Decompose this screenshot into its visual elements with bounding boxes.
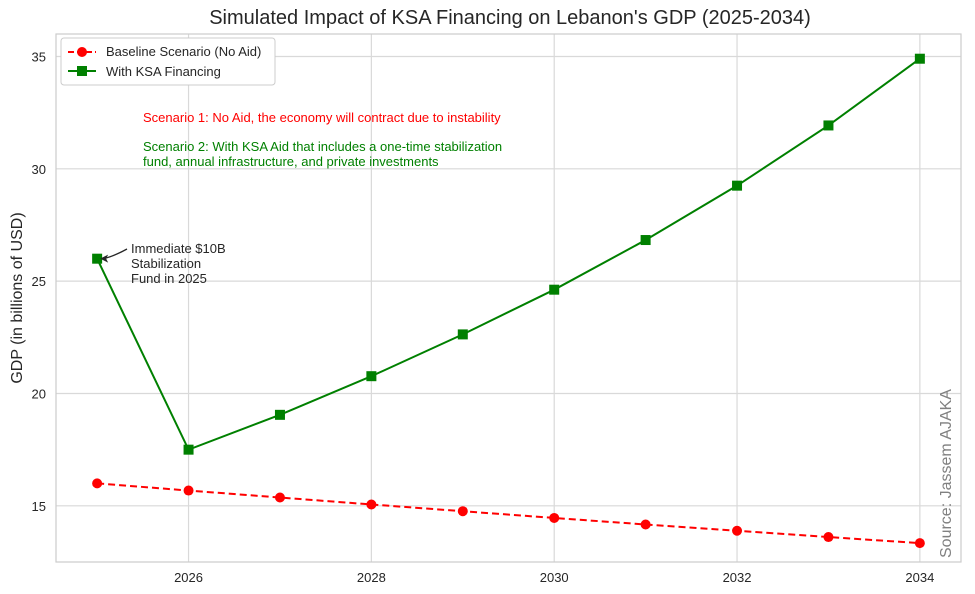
x-tick-label: 2028 (357, 570, 386, 585)
baseline-data-point (274, 492, 285, 503)
legend-marker-baseline (77, 47, 87, 57)
ksa-data-point (549, 284, 560, 295)
stabilization-annotation: Immediate $10B Stabilization Fund in 202… (131, 241, 229, 286)
axis-ticks: 2026 2028 2030 2032 2034 15 20 25 30 35 (32, 49, 935, 585)
stabilization-line-1: Immediate $10B (131, 241, 226, 256)
baseline-data-point (914, 538, 925, 549)
baseline-data-point (640, 519, 651, 530)
chart-title: Simulated Impact of KSA Financing on Leb… (209, 7, 811, 29)
y-tick-label: 15 (32, 499, 46, 514)
legend-box (60, 37, 276, 86)
baseline-data-point (366, 499, 377, 510)
ksa-data-point (823, 120, 834, 131)
scenario2-line-2: fund, annual infrastructure, and private… (143, 154, 439, 169)
y-axis-label: GDP (in billions of USD) (9, 212, 26, 383)
x-tick-label: 2030 (540, 570, 569, 585)
legend: Baseline Scenario (No Aid) With KSA Fina… (60, 37, 276, 86)
ksa-data-point (366, 371, 377, 382)
legend-label-ksa: With KSA Financing (106, 64, 221, 79)
x-tick-label: 2034 (905, 570, 934, 585)
arrow-head (100, 254, 109, 263)
baseline-series-line (97, 482, 920, 545)
legend-marker-ksa (77, 66, 87, 76)
scenario2-line-1: Scenario 2: With KSA Aid that includes a… (143, 139, 502, 154)
ksa-data-point (914, 53, 925, 64)
baseline-data-point (183, 485, 194, 496)
scenario2-annotation: Scenario 2: With KSA Aid that includes a… (143, 139, 506, 169)
baseline-data-point (549, 512, 560, 523)
ksa-data-point (92, 253, 103, 264)
plot-frame (55, 33, 962, 563)
ksa-data-point (732, 180, 743, 191)
x-tick-label: 2026 (174, 570, 203, 585)
grid-lines (56, 34, 961, 562)
stabilization-line-2: Stabilization (131, 256, 201, 271)
ksa-data-point (183, 444, 194, 455)
y-tick-label: 20 (32, 386, 46, 401)
baseline-data-point (92, 478, 103, 489)
y-tick-label: 35 (32, 49, 46, 64)
ksa-data-point (274, 409, 285, 420)
baseline-data-point (457, 506, 468, 517)
source-note: Source: Jassem AJAKA (938, 389, 955, 558)
baseline-data-point (732, 525, 743, 536)
ksa-series-line (96, 57, 921, 451)
legend-swatches (68, 47, 96, 76)
y-tick-label: 25 (32, 274, 46, 289)
ksa-data-point (457, 329, 468, 340)
annotation-arrow (100, 248, 128, 263)
y-tick-label: 30 (32, 162, 46, 177)
x-tick-label: 2032 (723, 570, 752, 585)
scenario1-annotation: Scenario 1: No Aid, the economy will con… (143, 110, 501, 125)
baseline-data-point (823, 532, 834, 543)
series-lines (92, 53, 925, 549)
stabilization-line-3: Fund in 2025 (131, 271, 207, 286)
legend-label-baseline: Baseline Scenario (No Aid) (106, 44, 261, 59)
ksa-data-point (640, 235, 651, 246)
